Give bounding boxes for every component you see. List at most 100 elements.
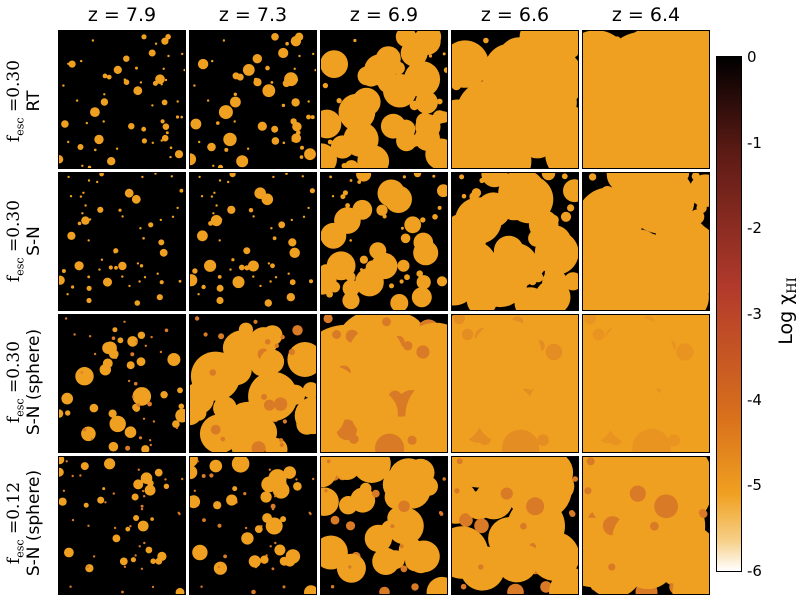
ionized-region bbox=[390, 294, 409, 310]
ionized-region bbox=[432, 214, 438, 220]
ionized-region bbox=[260, 555, 269, 564]
ionized-region bbox=[139, 264, 144, 268]
ionized-region bbox=[220, 436, 226, 442]
ionized-region bbox=[141, 175, 144, 179]
ionized-region bbox=[260, 491, 272, 503]
ionized-region bbox=[86, 565, 89, 569]
ionized-region bbox=[167, 54, 170, 58]
ionized-region bbox=[161, 99, 168, 106]
ionized-region bbox=[411, 583, 419, 591]
ionized-region bbox=[213, 501, 222, 510]
ionized-region bbox=[261, 476, 278, 493]
map-panel bbox=[189, 30, 317, 169]
ionized-region bbox=[229, 268, 232, 271]
ionized-region bbox=[638, 540, 677, 579]
ionized-region bbox=[274, 276, 278, 279]
ionized-region bbox=[140, 507, 144, 511]
ionized-region bbox=[270, 503, 276, 509]
ionized-region bbox=[175, 587, 185, 594]
ionized-region bbox=[198, 140, 201, 144]
ionized-region bbox=[548, 214, 559, 225]
ionized-region bbox=[330, 585, 335, 589]
column-header: z = 6.4 bbox=[611, 4, 681, 26]
ionized-region bbox=[112, 534, 121, 543]
ionized-region bbox=[138, 280, 141, 283]
ionized-region bbox=[97, 206, 104, 213]
ionized-region bbox=[350, 487, 376, 513]
ionized-region bbox=[67, 175, 70, 179]
ionized-region bbox=[231, 457, 250, 473]
ionized-region bbox=[165, 131, 169, 135]
ionized-region bbox=[540, 581, 552, 593]
ionized-region bbox=[141, 138, 147, 144]
ionized-region bbox=[345, 203, 350, 208]
ionized-region bbox=[223, 132, 237, 147]
ionized-region bbox=[236, 155, 249, 168]
colorbar-tick: -3 bbox=[747, 305, 762, 323]
ionized-region bbox=[190, 457, 198, 467]
neutral-background bbox=[190, 457, 316, 594]
ionized-region bbox=[667, 31, 694, 57]
ionized-region bbox=[67, 231, 76, 240]
map-panel-image bbox=[59, 31, 185, 168]
fesc-label: fesc =0.30 bbox=[4, 340, 27, 424]
ionized-region bbox=[98, 268, 101, 271]
ionized-region bbox=[352, 199, 373, 220]
ionized-region bbox=[294, 32, 304, 41]
ionized-region bbox=[88, 335, 92, 338]
ionized-region bbox=[130, 352, 135, 357]
ionized-region bbox=[59, 497, 67, 506]
ionized-region bbox=[233, 120, 236, 123]
colorbar-tick: -2 bbox=[747, 219, 762, 237]
map-panel bbox=[189, 456, 317, 595]
ionized-region bbox=[159, 218, 162, 222]
ionized-region bbox=[301, 175, 304, 178]
column-header: z = 6.6 bbox=[480, 4, 550, 26]
ionized-region bbox=[203, 332, 208, 337]
ionized-region bbox=[326, 251, 356, 281]
map-panel-image bbox=[190, 315, 316, 452]
ionized-region bbox=[262, 84, 276, 98]
column-header: z = 6.9 bbox=[349, 4, 419, 26]
ionized-region bbox=[291, 83, 294, 86]
ionized-region bbox=[94, 148, 97, 152]
ionized-region bbox=[310, 115, 315, 120]
ionized-region bbox=[152, 80, 158, 86]
ionized-region bbox=[274, 495, 277, 498]
ionized-region bbox=[218, 333, 225, 340]
ionized-region bbox=[123, 565, 127, 568]
map-panel-image bbox=[321, 173, 447, 310]
colorbar-tick: -4 bbox=[747, 391, 762, 409]
colorbar-label: Log χHI bbox=[775, 277, 800, 345]
ionized-region bbox=[85, 564, 94, 573]
fesc-label: fesc =0.12 bbox=[4, 481, 27, 565]
ionized-region bbox=[144, 484, 156, 496]
ionized-region bbox=[147, 479, 154, 487]
ionized-region bbox=[263, 399, 275, 411]
map-panel-image bbox=[321, 457, 447, 594]
ionized-region bbox=[344, 160, 359, 168]
ionized-region bbox=[232, 402, 255, 425]
ionized-region bbox=[241, 532, 254, 545]
ionized-region bbox=[353, 38, 357, 43]
ionized-region bbox=[209, 459, 223, 473]
ionized-region bbox=[172, 420, 180, 428]
ionized-region bbox=[67, 140, 70, 144]
ionized-region bbox=[260, 525, 263, 528]
ionized-region bbox=[197, 58, 209, 70]
ionized-region bbox=[123, 78, 127, 81]
ionized-region bbox=[103, 93, 106, 96]
ionized-region bbox=[261, 393, 268, 400]
row-label: fesc =0.30 S-N bbox=[4, 170, 56, 312]
ionized-region bbox=[141, 476, 147, 483]
ionized-region bbox=[64, 547, 74, 558]
ionized-region bbox=[342, 190, 348, 196]
ionized-region bbox=[92, 555, 96, 558]
ionized-region bbox=[197, 293, 200, 296]
ionized-region bbox=[336, 98, 342, 104]
map-panel bbox=[320, 30, 448, 169]
ionized-region bbox=[342, 291, 360, 310]
ionized-region bbox=[131, 194, 141, 204]
ionized-region bbox=[159, 280, 164, 285]
